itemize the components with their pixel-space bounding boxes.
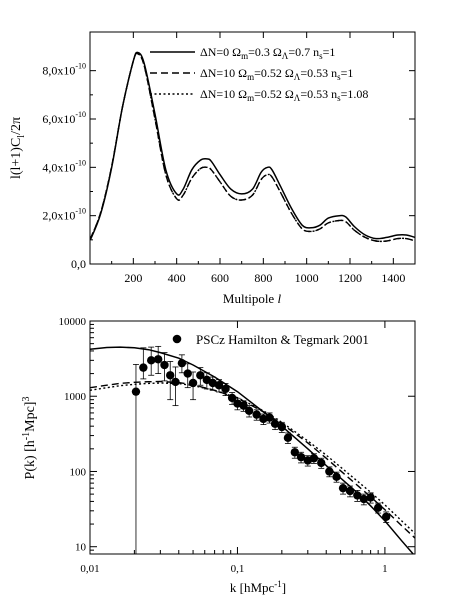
pk-legend: PSCz Hamilton & Tegmark 2001 xyxy=(172,332,369,347)
cmb-spectrum-panel: 200 400 600 800 1000 1200 1400 0,0 2,0x10-10 4,0… xyxy=(9,31,416,306)
cmb-y-tick-label: 6,0x10-10 xyxy=(42,110,86,126)
pk-data-point xyxy=(183,369,192,378)
cmb-x-axis-label: Multipole l xyxy=(223,291,282,306)
cmb-legend-label: ΔN=10 Ωm=0.52 ΩΛ=0.53 ns=1.08 xyxy=(200,87,368,103)
pk-data-point xyxy=(309,454,319,463)
cmb-series-dotted xyxy=(90,52,415,243)
cmb-legend-label: ΔN=0 Ωm=0.3 ΩΛ=0.7 ns=1 xyxy=(200,45,335,61)
pk-y-tick-label: 100 xyxy=(70,466,87,478)
pk-y-axis: 10 100 1000 10000 xyxy=(59,316,415,555)
pk-data-point xyxy=(171,377,180,387)
pk-x-tick-label: 1 xyxy=(382,563,388,575)
cmb-y-axis-label: l(l+1)Cl/2π xyxy=(9,117,27,179)
pk-data-point xyxy=(227,393,237,403)
cmb-y-tick-label: 2,0x10-10 xyxy=(42,207,86,223)
cmb-curves xyxy=(90,51,415,243)
pk-data-point xyxy=(188,378,198,388)
pk-data-point xyxy=(131,387,141,396)
pk-data-point xyxy=(239,401,248,410)
cmb-y-tick-label: 0,0 xyxy=(71,257,86,271)
cmb-plot-area xyxy=(89,31,416,265)
pk-data-point xyxy=(290,448,300,457)
pk-data-point xyxy=(353,491,362,500)
cmb-x-tick-label: 400 xyxy=(168,271,186,285)
pk-data-point xyxy=(177,358,187,368)
pk-data-point xyxy=(221,384,230,394)
pk-data-point xyxy=(153,355,163,364)
pk-data-point xyxy=(160,360,169,370)
matter-power-spectrum-panel: 0,01 0,1 1 10 100 1000 10000 k [hMpc-1] P(k) … xyxy=(21,316,416,595)
pk-data-point xyxy=(196,371,205,380)
pk-data-point xyxy=(325,467,334,476)
pk-data-point xyxy=(359,494,369,504)
pk-data-point xyxy=(296,452,306,462)
pk-data-point xyxy=(345,486,355,496)
pk-y-tick-label: 1000 xyxy=(64,391,87,403)
pk-series-solid xyxy=(90,346,415,554)
pk-x-axis-label: k [hMpc-1] xyxy=(230,579,286,595)
pk-data-point xyxy=(381,512,391,521)
pk-y-axis-label: P(k) [h-1Mpc]3 xyxy=(21,397,38,480)
cmb-y-tick-label: 4,0x10-10 xyxy=(42,158,86,174)
pk-data-point xyxy=(146,356,156,365)
pk-data-point xyxy=(270,419,280,429)
pk-data-point xyxy=(252,410,261,419)
cmb-x-tick-label: 1400 xyxy=(381,271,405,285)
pk-y-tick-label: 10000 xyxy=(59,316,87,328)
pk-data-point xyxy=(317,458,326,468)
pk-x-axis: 0,01 0,1 1 xyxy=(80,321,388,575)
pk-curves xyxy=(90,346,415,554)
pk-data-point xyxy=(283,433,293,443)
pk-series-dashed xyxy=(90,380,415,539)
pk-plot-area xyxy=(89,320,416,555)
cmb-x-tick-label: 600 xyxy=(211,271,229,285)
pk-plot-frame xyxy=(89,320,416,555)
pk-data-point xyxy=(277,422,287,432)
pk-data-point xyxy=(366,493,375,502)
pk-data-points xyxy=(131,345,391,554)
pk-data-point xyxy=(265,413,274,422)
cmb-legend: ΔN=0 Ωm=0.3 ΩΛ=0.7 ns=1 ΔN=10 Ωm=0.52 ΩΛ=… xyxy=(150,45,368,103)
pk-data-point xyxy=(214,381,224,390)
cmb-plot-frame xyxy=(89,31,416,265)
cmb-x-axis: 200 400 600 800 1000 1200 1400 xyxy=(111,32,405,285)
pk-data-point xyxy=(244,406,254,416)
pk-x-tick-label: 0,1 xyxy=(231,563,245,575)
cmb-x-tick-label: 800 xyxy=(254,271,272,285)
pk-x-tick-label: 0,01 xyxy=(80,563,99,575)
cmb-x-tick-label: 200 xyxy=(124,271,142,285)
cmb-y-tick-label: 8,0x10-10 xyxy=(42,62,86,78)
cmb-x-tick-label: 1200 xyxy=(338,271,362,285)
cmb-legend-label: ΔN=10 Ωm=0.52 ΩΛ=0.53 ns=1 xyxy=(200,66,353,82)
pk-series-dotted xyxy=(90,382,415,535)
pk-y-tick-label: 10 xyxy=(75,542,87,554)
pk-data-point xyxy=(338,483,348,493)
cmb-y-axis: 0,0 2,0x10-10 4,0x10-10 6,0x10-10 8,0x10-10 xyxy=(42,62,415,271)
cmb-x-tick-label: 1000 xyxy=(295,271,319,285)
pk-legend-marker xyxy=(172,334,182,344)
pk-data-point xyxy=(373,503,383,512)
pk-data-point xyxy=(332,472,341,481)
pk-data-point xyxy=(139,363,148,372)
pk-data-point xyxy=(166,371,175,380)
pk-legend-label: PSCz Hamilton & Tegmark 2001 xyxy=(196,332,369,347)
